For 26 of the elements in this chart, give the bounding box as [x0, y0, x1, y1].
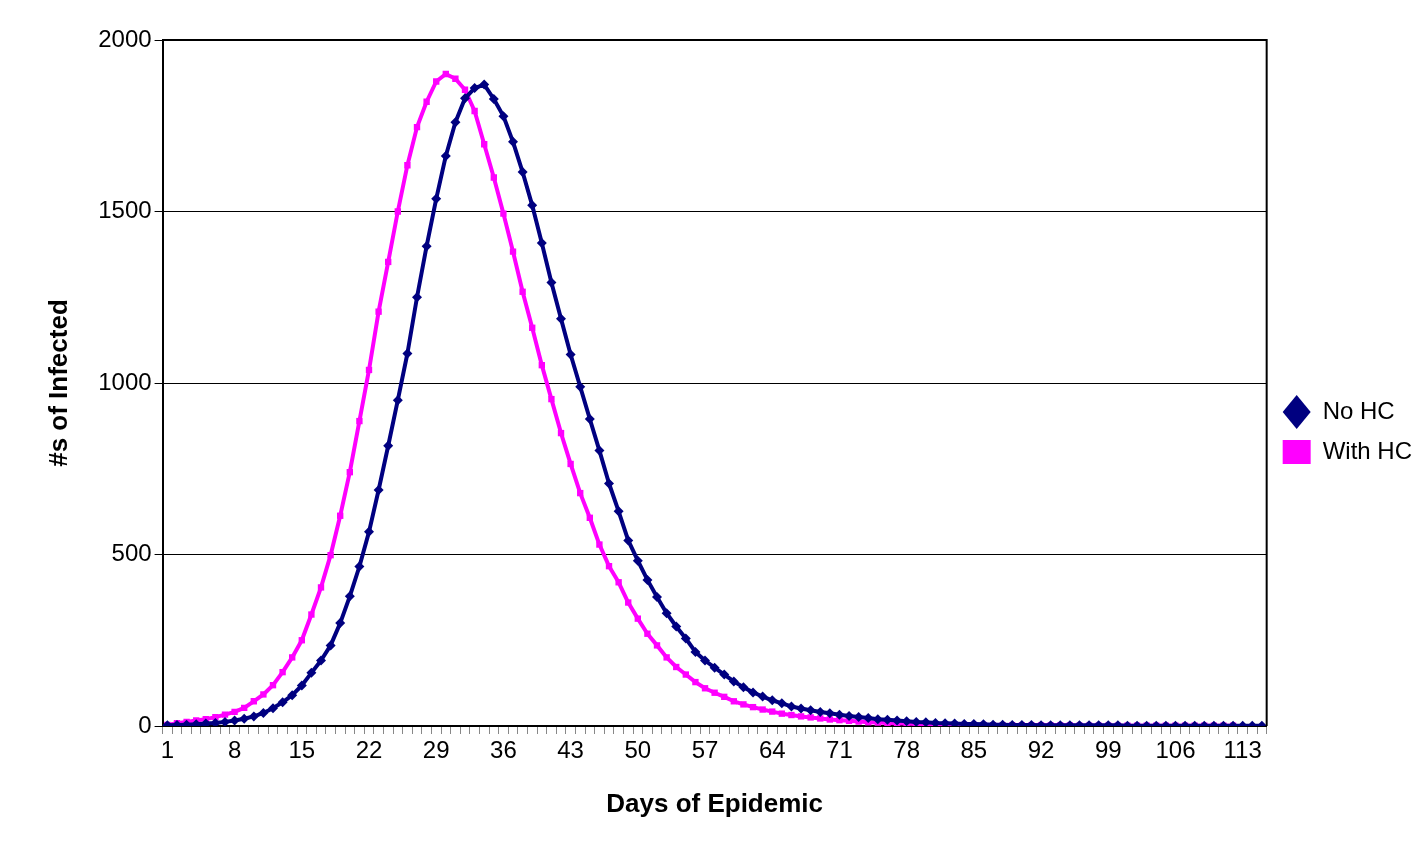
y-tick-label: 0 [138, 710, 152, 738]
x-tick-label: 36 [490, 736, 517, 764]
x-tick-label: 99 [1094, 736, 1122, 764]
y-tick-label: 2000 [98, 24, 152, 52]
x-tick-label: 64 [758, 736, 786, 764]
y-tick-label: 1500 [98, 196, 152, 224]
x-tick-label: 29 [422, 736, 450, 764]
x-tick-label: 8 [227, 736, 242, 764]
x-tick-label: 57 [691, 736, 719, 764]
legend-label: With HC [1322, 436, 1413, 464]
x-tick-label: 1 [160, 736, 175, 764]
y-tick-label: 1000 [98, 367, 152, 395]
x-tick-label: 106 [1155, 736, 1196, 764]
x-tick-label: 71 [826, 736, 853, 764]
x-tick-label: 50 [624, 736, 652, 764]
x-tick-label: 85 [960, 736, 988, 764]
legend-label: No HC [1322, 396, 1395, 424]
y-tick-label: 500 [111, 539, 152, 567]
x-tick-label: 15 [288, 736, 316, 764]
x-tick-label: 78 [893, 736, 920, 764]
x-tick-label: 43 [557, 736, 584, 764]
x-tick-label: 113 [1223, 736, 1262, 764]
y-axis-title: #s of Infected [42, 299, 73, 467]
x-tick-label: 22 [355, 736, 383, 764]
x-axis-title: Days of Epidemic [606, 787, 823, 818]
x-tick-label: 92 [1027, 736, 1055, 764]
